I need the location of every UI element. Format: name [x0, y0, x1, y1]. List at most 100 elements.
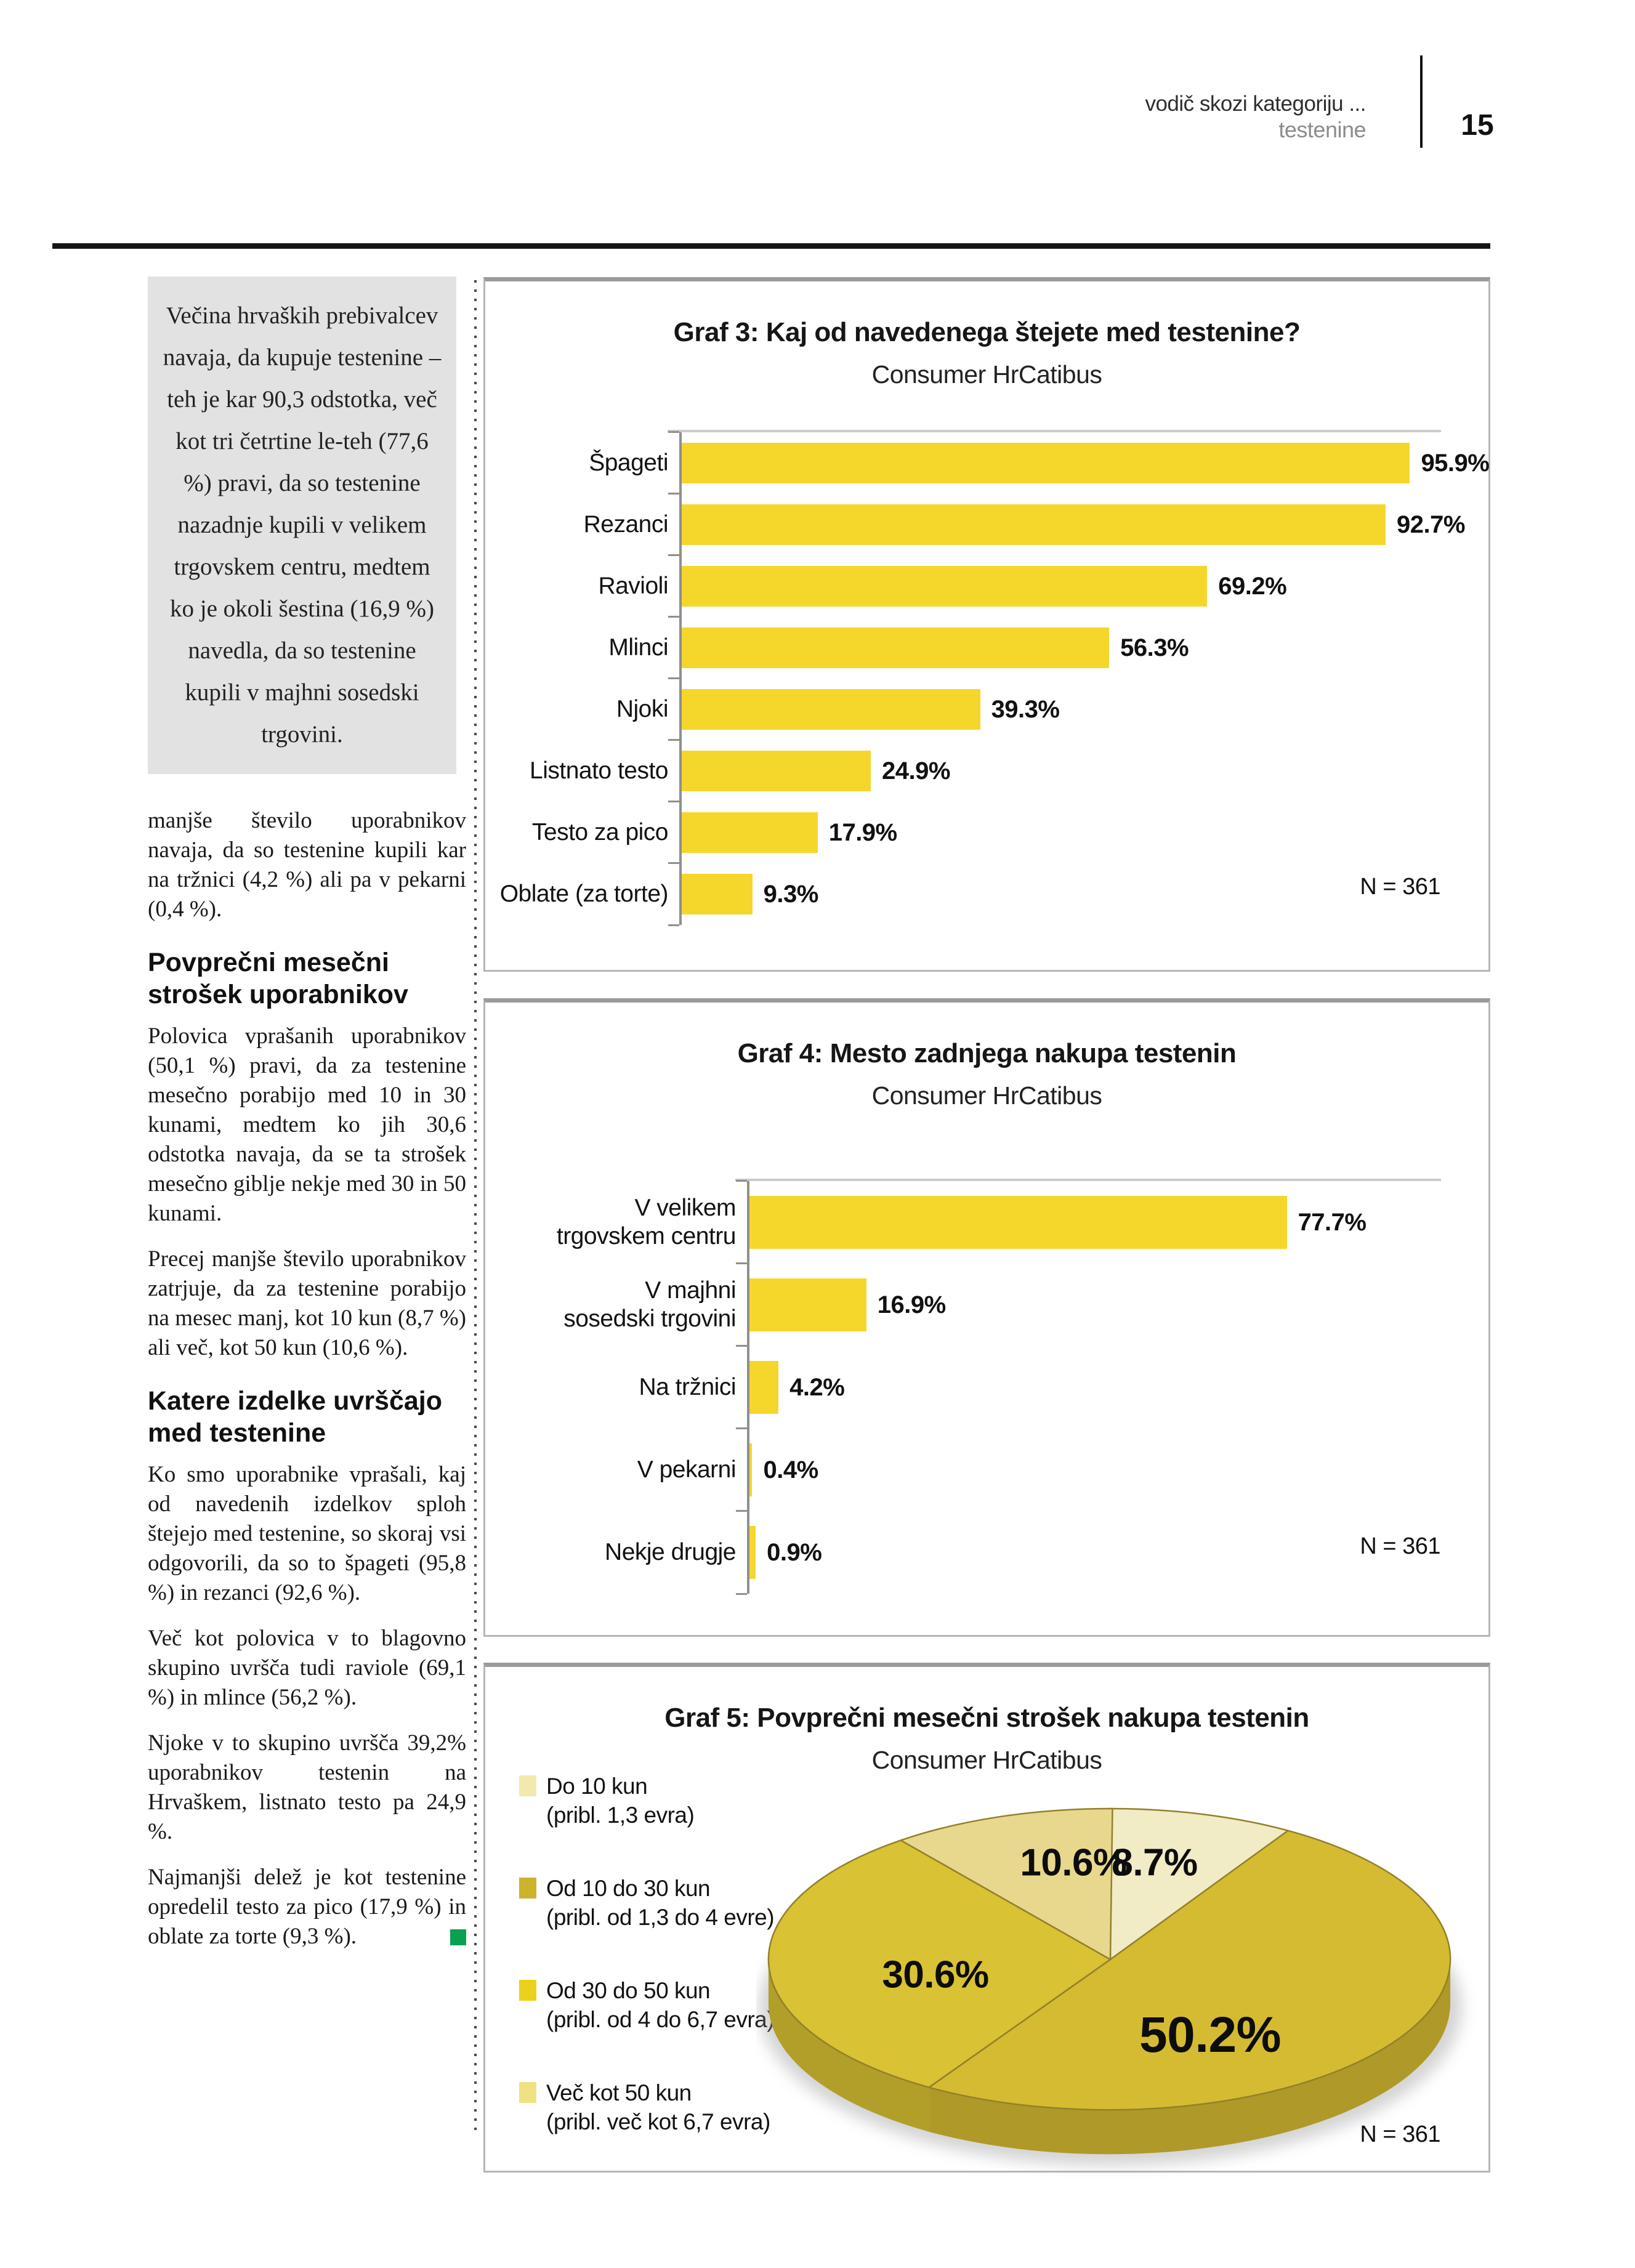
bar-row: Ravioli 69.2%	[485, 554, 1441, 617]
bar	[682, 874, 753, 914]
bar-row: V pekarni 0.4%	[485, 1427, 1441, 1511]
bar-track: 69.2%	[668, 554, 1441, 617]
value-label: 4.2%	[789, 1373, 845, 1401]
pull-quote-box: Večina hrvaških prebivalcev navaja, da k…	[148, 276, 456, 774]
bar-track: 16.9%	[736, 1262, 1441, 1346]
paragraph: Najmanjši delež je kot testenine opredel…	[148, 1863, 466, 1951]
value-label: 9.3%	[763, 880, 819, 908]
value-label: 0.9%	[767, 1538, 822, 1566]
chart-panel-graf5: Graf 5: Povprečni mesečni strošek nakupa…	[483, 1663, 1490, 2173]
value-label: 16.9%	[877, 1291, 946, 1318]
legend-swatch	[519, 2082, 536, 2103]
header-rule	[52, 243, 1490, 249]
breadcrumb: vodič skozi kategoriju ... testenine	[1145, 91, 1366, 143]
legend-swatch	[519, 1878, 536, 1899]
category-label: Ravioli	[598, 572, 668, 599]
paragraph: manjše število uporabnikov navaja, da so…	[148, 808, 466, 922]
chart-panel-graf3: Graf 3: Kaj od navedenega štejete med te…	[483, 277, 1490, 972]
category-label: V pekarni	[637, 1456, 737, 1483]
bar	[682, 443, 1410, 483]
pie-slice	[1109, 1807, 1289, 1961]
chart-subtitle: Consumer HrCatibus	[871, 360, 1102, 389]
bar-row: Špageti 95.9%	[485, 431, 1490, 494]
paragraph: Njoke v to skupino uvršča 39,2% uporabni…	[148, 1730, 466, 1844]
value-label: 56.3%	[1120, 634, 1189, 661]
chart-subtitle: Consumer HrCatibus	[871, 1081, 1102, 1110]
bar	[749, 1196, 1287, 1249]
legend-swatch	[519, 1980, 536, 2001]
paragraph: Precej manjše število uporabnikov zatrju…	[148, 1246, 466, 1360]
paragraph: Več kot polovica v to blagovno skupino u…	[148, 1626, 466, 1710]
plot-top-gridline	[735, 1179, 1441, 1181]
category-label: V majhni sosedski trgovini	[563, 1277, 736, 1332]
value-label: 39.3%	[991, 695, 1060, 723]
bar	[682, 751, 871, 791]
breadcrumb-category: testenine	[1278, 117, 1366, 142]
column-separator	[474, 280, 477, 2134]
bar-track: 0.9%	[736, 1510, 1441, 1595]
bar-row: Rezanci 92.7%	[485, 493, 1465, 555]
legend-label: Od 10 do 30 kun (pribl. od 1,3 do 4 evre…	[546, 1876, 775, 1930]
page-number: 15	[1461, 109, 1494, 142]
pie-value-label: 50.2%	[1139, 2007, 1282, 2063]
pie-value-label: 10.6%	[1020, 1841, 1127, 1884]
bar-track: 39.3%	[668, 677, 1441, 740]
bar	[749, 1278, 866, 1331]
bar-row: V velikem trgovskem centru 77.7%	[485, 1180, 1441, 1264]
value-label: 69.2%	[1218, 572, 1287, 600]
breadcrumb-title: vodič skozi kategoriju ...	[1145, 92, 1366, 116]
value-label: 77.7%	[1298, 1208, 1367, 1236]
bar	[682, 504, 1386, 545]
bar-row: Nekje drugje 0.9%	[485, 1510, 1441, 1595]
bar-track: 9.3%	[668, 862, 1441, 926]
bar	[749, 1361, 779, 1414]
section-heading: Katere izdelke uvrščajo med testenine	[148, 1386, 443, 1448]
category-label: Listnato testo	[530, 757, 668, 784]
bar-row: Mlinci 56.3%	[485, 616, 1441, 679]
bar-row: V majhni sosedski trgovini 16.9%	[485, 1262, 1441, 1346]
article-body: manjše število uporabnikov navaja, da so…	[148, 806, 466, 1951]
bar-track: 56.3%	[668, 616, 1441, 679]
bar-row: Njoki 39.3%	[485, 677, 1441, 740]
chart-title: Graf 3: Kaj od navedenega štejete med te…	[673, 317, 1301, 347]
pie-value-label: 8.7%	[1112, 1841, 1198, 1884]
article-column: Večina hrvaških prebivalcev navaja, da k…	[148, 276, 466, 1967]
paragraph-text: Najmanjši delež je kot testenine opredel…	[148, 1865, 466, 1949]
sample-size-label: N = 361	[1360, 1533, 1440, 1559]
article-end-marker	[450, 1929, 466, 1945]
header-divider	[1420, 55, 1423, 148]
value-label: 24.9%	[882, 757, 950, 785]
pie-slice	[900, 1807, 1113, 1961]
bar-track: 17.9%	[668, 801, 1441, 863]
pie-slice	[928, 1830, 1451, 2111]
value-label: 17.9%	[828, 818, 897, 846]
value-label: 92.7%	[1396, 511, 1465, 538]
legend-label: Do 10 kun (pribl. 1,3 evra)	[546, 1774, 695, 1828]
pie-slice	[767, 1839, 1112, 2088]
bar-track: 24.9%	[668, 739, 1441, 802]
category-label: Mlinci	[608, 634, 668, 661]
bar	[749, 1526, 756, 1579]
category-label: Špageti	[589, 449, 668, 476]
bar-row: Listnato testo 24.9%	[485, 739, 1441, 802]
chart-subtitle: Consumer HrCatibus	[871, 1746, 1102, 1774]
bar-plot: V velikem trgovskem centru 77.7% V majhni …	[485, 1179, 1441, 1595]
bar-row: Na tržnici 4.2%	[485, 1345, 1441, 1429]
pie-chart	[759, 1807, 1462, 2166]
legend-label: Več kot 50 kun (pribl. več kot 6,7 evra)	[546, 2080, 770, 2134]
legend-item: Od 10 do 30 kun (pribl. od 1,3 do 4 evre…	[519, 1874, 809, 1932]
category-label: V velikem trgovskem centru	[556, 1194, 737, 1249]
sample-size-label: N = 361	[1360, 874, 1440, 900]
pie-legend: Do 10 kun (pribl. 1,3 evra) Od 10 do 30 k…	[519, 1772, 809, 2181]
bar-track: 92.7%	[668, 493, 1465, 555]
legend-item: Več kot 50 kun (pribl. več kot 6,7 evra)	[519, 2078, 809, 2136]
legend-label: Od 30 do 50 kun (pribl. od 4 do 6,7 evra…	[546, 1978, 775, 2032]
category-label: Nekje drugje	[605, 1538, 736, 1565]
category-label: Oblate (za torte)	[499, 880, 669, 907]
bar-track: 77.7%	[736, 1180, 1441, 1264]
bar-plot: Špageti 95.9% Rezanci 92.7% Ravioli 69.2% Mlin…	[485, 430, 1490, 926]
category-label: Rezanci	[583, 511, 669, 538]
bar	[682, 689, 980, 730]
bar	[682, 566, 1208, 607]
plot-top-gridline	[668, 430, 1441, 432]
